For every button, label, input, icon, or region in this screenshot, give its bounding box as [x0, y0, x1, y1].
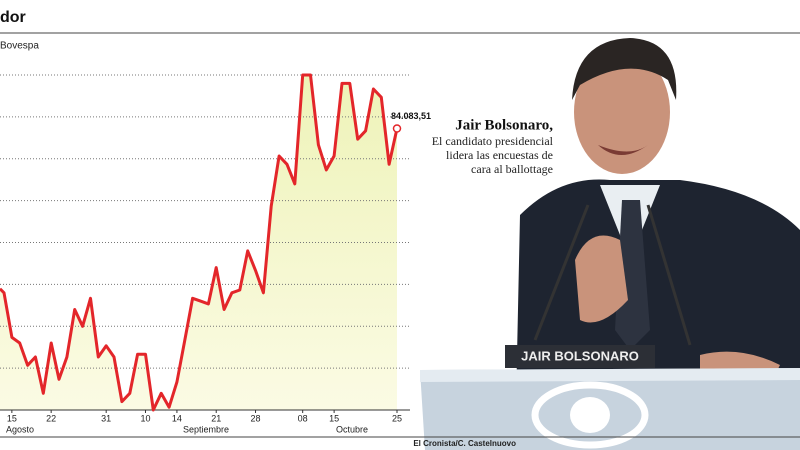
- x-tick-label: 10: [140, 413, 150, 423]
- x-tick-label: 28: [251, 413, 261, 423]
- value-label: 84.083,51: [391, 111, 431, 121]
- podium-nameplate: JAIR BOLSONARO: [521, 348, 639, 363]
- credit: El Cronista/C. Castelnuovo: [413, 439, 516, 448]
- x-tick-label: 15: [7, 413, 17, 423]
- chart-subtitle: Bovespa: [0, 41, 39, 52]
- x-tick-label: 14: [172, 413, 182, 423]
- annotation: Jair Bolsonaro, El candidato presidencia…: [432, 117, 554, 175]
- x-tick-label: 22: [46, 413, 56, 423]
- x-tick-label: 08: [298, 413, 308, 423]
- month-label: Septiembre: [183, 424, 229, 434]
- photo: JAIR BOLSONARO: [420, 38, 800, 450]
- month-label: Octubre: [336, 424, 368, 434]
- x-tick-label: 15: [329, 413, 339, 423]
- month-label: Agosto: [6, 424, 34, 434]
- chart-title: dor: [0, 9, 26, 26]
- x-tick-label: 25: [392, 413, 402, 423]
- end-marker: [392, 124, 402, 133]
- line: [0, 73, 399, 412]
- annotation-line: cara al ballottage: [471, 162, 553, 176]
- annotation-title: Jair Bolsonaro,: [455, 117, 553, 133]
- plot-area: 84.083,51 15 22 31 10 14 21 28 08 15 25 Agosto Septi…: [0, 73, 431, 434]
- annotation-line: El candidato presidencial: [432, 134, 554, 148]
- x-tick-label: 21: [211, 413, 221, 423]
- x-tick-label: 31: [101, 413, 111, 423]
- annotation-line: lidera las encuestas de: [446, 148, 553, 162]
